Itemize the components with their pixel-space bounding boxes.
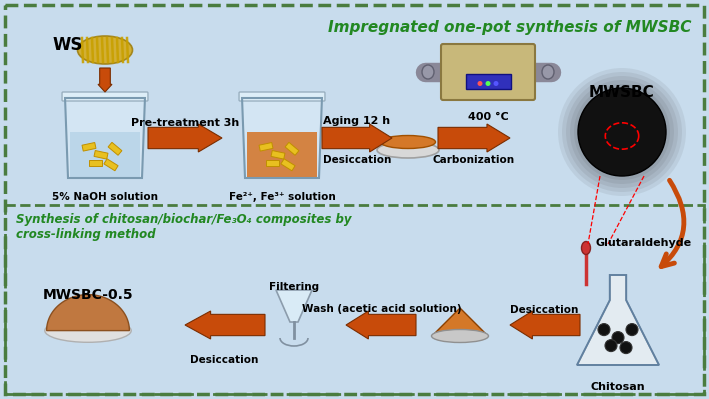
Text: Desiccation: Desiccation	[190, 355, 258, 365]
Text: 5% NaOH solution: 5% NaOH solution	[52, 192, 158, 202]
Polygon shape	[438, 124, 510, 152]
Text: Chitosan: Chitosan	[591, 382, 645, 392]
Text: MWSBC-0.5: MWSBC-0.5	[43, 288, 133, 302]
Text: Aging 12 h: Aging 12 h	[323, 116, 391, 126]
Polygon shape	[510, 311, 580, 339]
Polygon shape	[89, 160, 101, 166]
Circle shape	[570, 80, 674, 184]
Text: MWSBC: MWSBC	[589, 85, 655, 100]
Circle shape	[566, 76, 678, 188]
Polygon shape	[346, 311, 416, 339]
Polygon shape	[185, 311, 265, 339]
Polygon shape	[47, 294, 130, 331]
Text: Fe²⁺, Fe³⁺ solution: Fe²⁺, Fe³⁺ solution	[228, 192, 335, 202]
Text: Glutaraldehyde: Glutaraldehyde	[596, 238, 692, 248]
FancyBboxPatch shape	[239, 92, 325, 101]
Polygon shape	[281, 159, 295, 171]
Circle shape	[605, 340, 617, 352]
Bar	[466, 74, 510, 89]
Text: Desiccation: Desiccation	[510, 305, 578, 315]
Text: Impregnated one-pot synthesis of MWSBC: Impregnated one-pot synthesis of MWSBC	[328, 20, 692, 35]
Polygon shape	[247, 132, 317, 177]
Ellipse shape	[77, 36, 133, 64]
Text: WS: WS	[52, 36, 83, 54]
Text: Carbonization: Carbonization	[433, 155, 515, 165]
Polygon shape	[242, 98, 322, 178]
Circle shape	[598, 324, 610, 336]
Ellipse shape	[542, 65, 554, 79]
Polygon shape	[98, 68, 112, 92]
Circle shape	[558, 68, 686, 196]
Circle shape	[578, 88, 666, 176]
Circle shape	[620, 342, 632, 354]
Ellipse shape	[381, 136, 435, 148]
Circle shape	[477, 81, 483, 86]
Text: Synthesis of chitosan/biochar/Fe₃O₄ composites by
cross-linking method: Synthesis of chitosan/biochar/Fe₃O₄ comp…	[16, 213, 352, 241]
Text: Filtering: Filtering	[269, 282, 319, 292]
Circle shape	[574, 84, 670, 180]
Text: Desiccation: Desiccation	[323, 155, 391, 165]
Circle shape	[612, 332, 624, 344]
Text: Wash (acetic acid solution): Wash (acetic acid solution)	[302, 304, 462, 314]
Polygon shape	[259, 142, 273, 151]
Polygon shape	[94, 150, 108, 159]
Ellipse shape	[422, 65, 434, 79]
Polygon shape	[322, 124, 392, 152]
Polygon shape	[271, 150, 285, 159]
Circle shape	[493, 81, 498, 86]
Circle shape	[626, 324, 638, 336]
FancyBboxPatch shape	[62, 92, 148, 101]
Polygon shape	[65, 98, 145, 178]
Polygon shape	[70, 132, 140, 177]
Circle shape	[562, 72, 682, 192]
Polygon shape	[108, 142, 122, 155]
Polygon shape	[148, 124, 222, 152]
Polygon shape	[432, 308, 488, 336]
Polygon shape	[577, 275, 659, 365]
Ellipse shape	[581, 241, 591, 255]
FancyBboxPatch shape	[441, 44, 535, 100]
Polygon shape	[276, 290, 312, 322]
Text: Pre-treatment 3h: Pre-treatment 3h	[131, 118, 239, 128]
Bar	[5, 205, 704, 394]
Ellipse shape	[432, 330, 489, 342]
Polygon shape	[285, 142, 299, 155]
Polygon shape	[265, 160, 279, 166]
Ellipse shape	[45, 319, 131, 342]
Circle shape	[486, 81, 491, 86]
Text: 400 °C: 400 °C	[468, 112, 508, 122]
Ellipse shape	[377, 142, 439, 158]
Polygon shape	[82, 142, 96, 151]
Polygon shape	[104, 159, 118, 171]
